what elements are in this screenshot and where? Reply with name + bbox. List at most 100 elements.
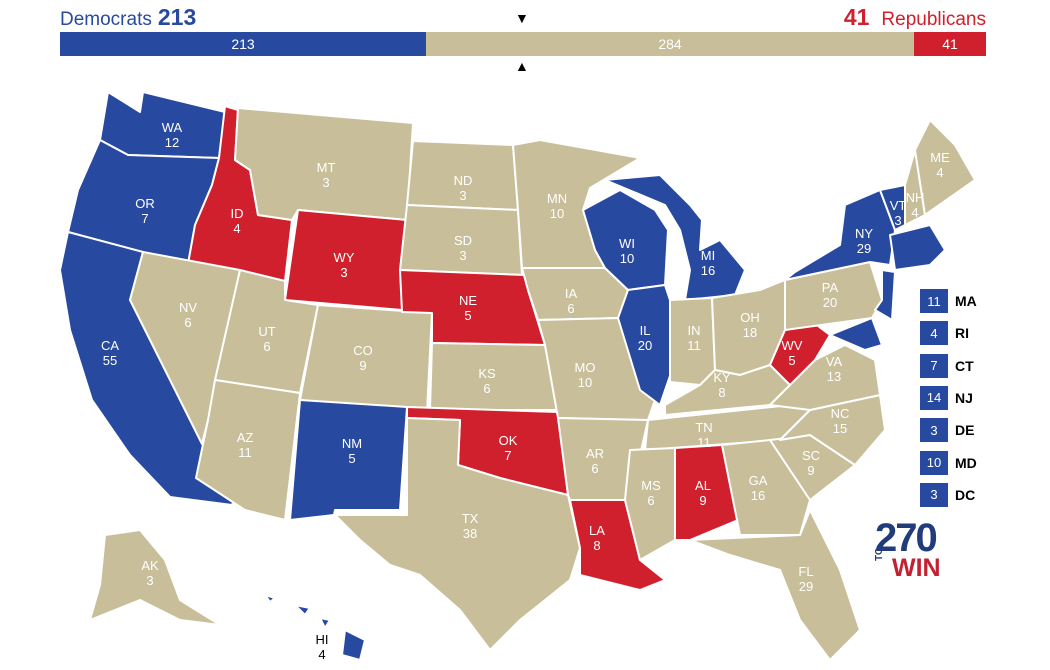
state-abbr-ny: NY <box>855 226 873 241</box>
state-tx[interactable] <box>334 417 581 651</box>
tossup-bar-segment: 284 <box>426 32 914 56</box>
state-abbr-mo: MO <box>575 360 596 375</box>
state-ev-ut: 6 <box>263 339 270 354</box>
state-abbr-tn: TN <box>695 420 712 435</box>
state-fl[interactable] <box>689 509 861 661</box>
state-ev-wy: 3 <box>340 265 347 280</box>
state-abbr-nv: NV <box>179 300 197 315</box>
state-al[interactable] <box>674 444 739 541</box>
state-ev-wv: 5 <box>788 353 795 368</box>
state-ev-pa: 20 <box>823 295 837 310</box>
small-state-nj[interactable]: 14 NJ <box>920 385 973 410</box>
state-abbr-ca: CA <box>101 338 119 353</box>
state-abbr-oh: OH <box>740 310 760 325</box>
state-abbr-mi: MI <box>701 248 715 263</box>
small-state-ev-box[interactable]: 10 <box>920 450 948 475</box>
state-abbr-va: VA <box>826 354 843 369</box>
state-ev-la: 8 <box>593 538 600 553</box>
state-ev-ms: 6 <box>647 493 654 508</box>
state-ev-ar: 6 <box>591 461 598 476</box>
state-ev-mi: 16 <box>701 263 715 278</box>
state-ev-ga: 16 <box>751 488 765 503</box>
state-ev-sc: 9 <box>807 463 814 478</box>
state-abbr-or: OR <box>135 196 155 211</box>
state-ev-id: 4 <box>233 221 240 236</box>
state-ev-ak: 3 <box>146 573 153 588</box>
small-state-ev-box[interactable]: 3 <box>920 418 948 443</box>
state-md[interactable] <box>829 317 883 351</box>
state-nj[interactable] <box>874 269 896 321</box>
state-abbr-nm: NM <box>342 436 362 451</box>
state-ev-wa: 12 <box>165 135 179 150</box>
state-ev-nv: 6 <box>184 315 191 330</box>
logo-number: 270 <box>875 516 938 560</box>
state-abbr-tx: TX <box>462 511 479 526</box>
state-ev-ok: 7 <box>504 448 511 463</box>
state-ny[interactable] <box>784 189 896 281</box>
state-abbr-sc: SC <box>802 448 820 463</box>
state-abbr-il: IL <box>640 323 651 338</box>
small-state-abbr: DE <box>955 422 975 439</box>
dem-bar-segment: 213 <box>60 32 426 56</box>
state-abbr-co: CO <box>353 343 373 358</box>
democrats-total: 213 <box>157 4 197 30</box>
state-ev-ca: 55 <box>103 353 117 368</box>
state-ev-oh: 18 <box>743 325 757 340</box>
state-abbr-hi: HI <box>316 632 329 647</box>
state-abbr-id: ID <box>231 206 244 221</box>
state-abbr-nh: NH <box>906 190 925 205</box>
small-state-ev-box[interactable]: 3 <box>920 482 948 507</box>
state-abbr-ak: AK <box>141 558 159 573</box>
republicans-header: 41 Republicans <box>844 4 986 31</box>
small-state-md[interactable]: 10 MD <box>920 450 977 475</box>
state-ev-me: 4 <box>936 165 943 180</box>
small-state-ev-box[interactable]: 14 <box>920 385 948 410</box>
state-ms[interactable] <box>624 447 676 561</box>
state-ak[interactable] <box>89 529 221 626</box>
state-abbr-wa: WA <box>162 120 183 135</box>
state-ev-wi: 10 <box>620 251 634 266</box>
state-hi[interactable] <box>341 629 366 661</box>
small-state-ev-box[interactable]: 4 <box>920 321 948 346</box>
state-ev-ny: 29 <box>857 241 871 256</box>
small-state-ct[interactable]: 7 CT <box>920 353 974 378</box>
state-me[interactable] <box>914 119 976 216</box>
republicans-label: Republicans <box>881 9 986 30</box>
state-ev-in: 11 <box>687 338 701 353</box>
state-ev-mt: 3 <box>322 175 329 190</box>
state-ev-nd: 3 <box>459 188 466 203</box>
state-abbr-nc: NC <box>831 406 850 421</box>
small-state-ri[interactable]: 4 RI <box>920 321 969 346</box>
small-state-ev-box[interactable]: 11 <box>920 289 948 313</box>
small-state-ev-box[interactable]: 7 <box>920 353 948 378</box>
small-state-de[interactable]: 3 DE <box>920 418 975 443</box>
small-state-ma[interactable]: 11 MA <box>920 289 977 313</box>
state-hi-islands[interactable] <box>264 594 331 629</box>
state-abbr-me: ME <box>930 150 950 165</box>
state-az[interactable] <box>195 379 301 521</box>
state-ev-fl: 29 <box>799 579 813 594</box>
state-abbr-ga: GA <box>749 473 768 488</box>
state-ev-co: 9 <box>359 358 366 373</box>
small-state-abbr: CT <box>955 357 974 374</box>
republicans-total: 41 <box>843 4 870 30</box>
state-ev-ky: 8 <box>718 385 725 400</box>
state-abbr-vt: VT <box>890 198 907 213</box>
state-mi[interactable] <box>604 174 746 301</box>
270towin-logo[interactable]: 270 TO WIN <box>872 516 952 582</box>
state-new-england-south[interactable] <box>889 224 946 271</box>
state-abbr-nd: ND <box>454 173 473 188</box>
state-il[interactable] <box>617 284 673 406</box>
state-ev-nm: 5 <box>348 451 355 466</box>
small-state-dc[interactable]: 3 DC <box>920 482 975 507</box>
state-abbr-ar: AR <box>586 446 604 461</box>
state-ev-nh: 4 <box>911 205 918 220</box>
state-ga[interactable] <box>721 439 811 536</box>
state-abbr-wv: WV <box>782 338 803 353</box>
state-ev-az: 11 <box>238 445 252 460</box>
small-state-abbr: MD <box>955 454 977 471</box>
state-abbr-ne: NE <box>459 293 477 308</box>
state-abbr-mn: MN <box>547 191 567 206</box>
state-abbr-wy: WY <box>334 250 355 265</box>
